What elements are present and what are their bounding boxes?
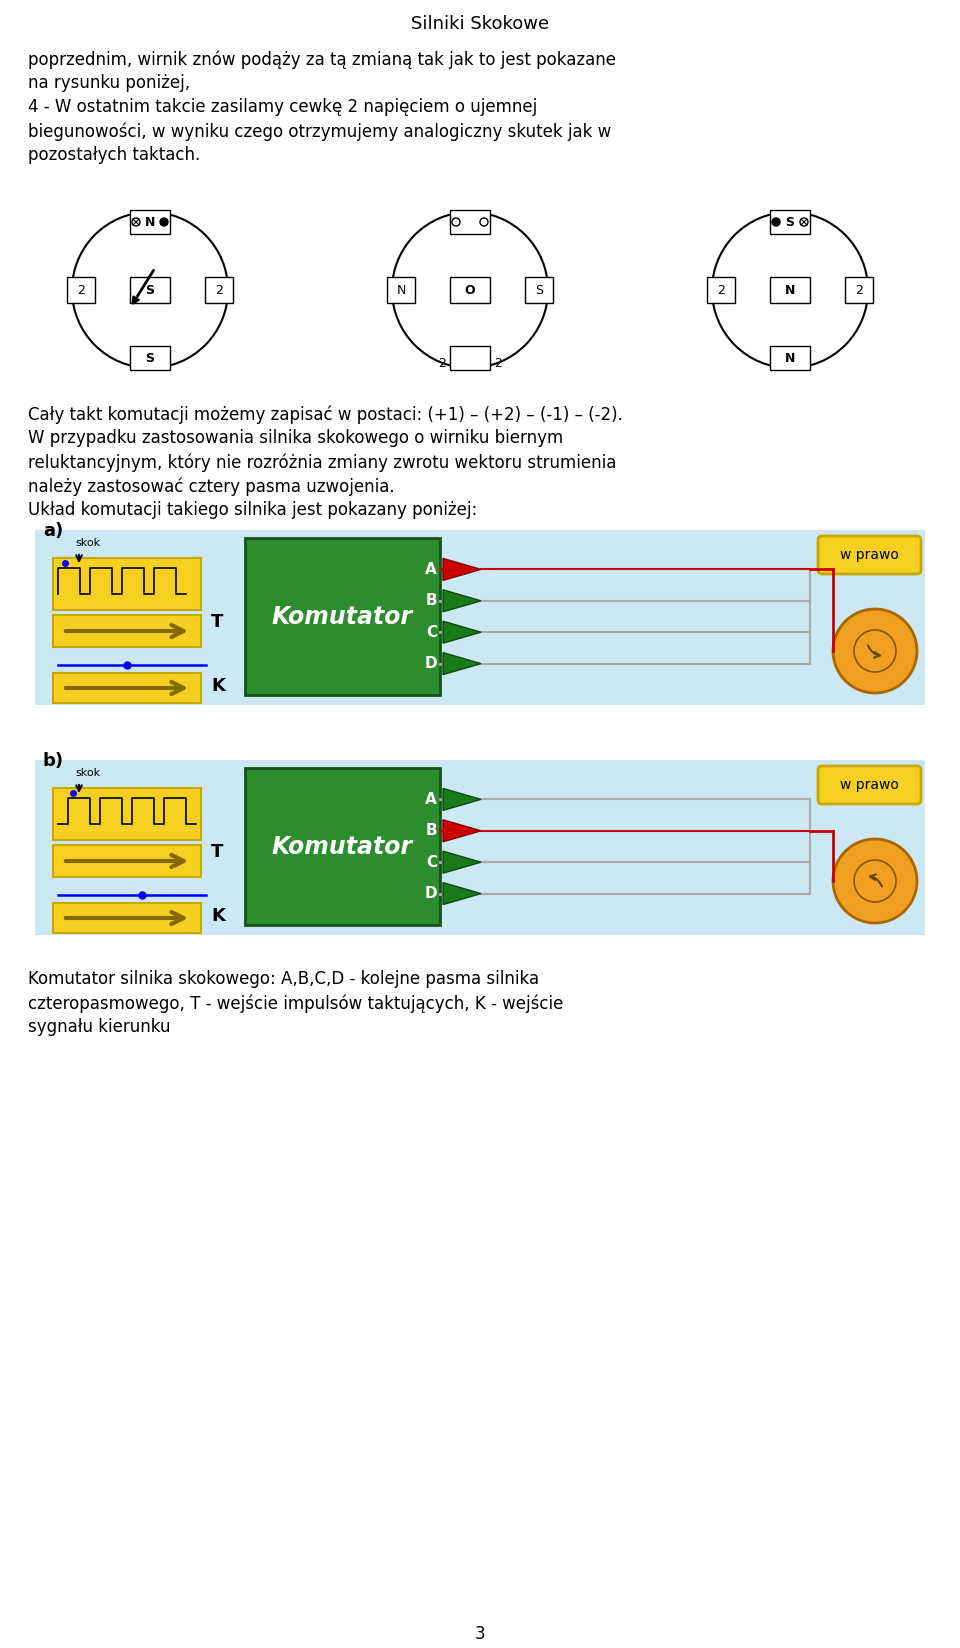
- Text: S: S: [785, 216, 795, 229]
- Text: skok: skok: [75, 537, 100, 549]
- Polygon shape: [443, 852, 481, 873]
- Text: C: C: [426, 625, 437, 639]
- Text: reluktancyjnym, który nie rozróżnia zmiany zwrotu wektoru strumienia: reluktancyjnym, który nie rozróżnia zmia…: [28, 453, 616, 471]
- Text: należy zastosować cztery pasma uzwojenia.: należy zastosować cztery pasma uzwojenia…: [28, 476, 395, 496]
- Text: Komutator: Komutator: [272, 834, 413, 859]
- Polygon shape: [443, 559, 481, 580]
- Bar: [130, 346, 170, 371]
- Text: O: O: [465, 283, 475, 297]
- Polygon shape: [443, 788, 481, 811]
- Polygon shape: [443, 653, 481, 674]
- Bar: [525, 277, 553, 303]
- Bar: [845, 277, 873, 303]
- Text: S: S: [535, 283, 543, 297]
- Text: skok: skok: [75, 768, 100, 778]
- Bar: [53, 788, 201, 840]
- Text: 3: 3: [474, 1625, 486, 1643]
- Text: 2: 2: [717, 283, 725, 297]
- Circle shape: [833, 610, 917, 694]
- Text: K: K: [211, 906, 225, 925]
- Polygon shape: [443, 819, 481, 842]
- Text: B: B: [425, 593, 437, 608]
- Circle shape: [132, 218, 140, 226]
- Bar: [130, 277, 170, 303]
- Circle shape: [772, 218, 780, 226]
- Text: D: D: [424, 887, 437, 901]
- Circle shape: [800, 218, 808, 226]
- Text: sygnału kierunku: sygnału kierunku: [28, 1018, 171, 1037]
- Text: 2: 2: [494, 356, 502, 369]
- Circle shape: [833, 839, 917, 923]
- Polygon shape: [443, 621, 481, 643]
- Text: 2: 2: [215, 283, 223, 297]
- Text: N: N: [396, 283, 406, 297]
- Bar: [53, 672, 201, 704]
- Bar: [770, 277, 810, 303]
- Circle shape: [480, 218, 488, 226]
- Bar: [53, 615, 201, 648]
- Text: B: B: [425, 824, 437, 839]
- Bar: [707, 277, 735, 303]
- Text: N: N: [785, 351, 795, 364]
- Text: N: N: [145, 216, 156, 229]
- Text: S: S: [146, 283, 155, 297]
- Bar: [53, 903, 201, 933]
- FancyBboxPatch shape: [818, 536, 921, 574]
- Text: T: T: [211, 613, 224, 631]
- Text: C: C: [426, 855, 437, 870]
- Circle shape: [160, 218, 168, 226]
- Text: biegunowości, w wyniku czego otrzymujemy analogiczny skutek jak w: biegunowości, w wyniku czego otrzymujemy…: [28, 122, 612, 140]
- Bar: [450, 277, 490, 303]
- Text: b): b): [43, 751, 64, 770]
- Text: w prawo: w prawo: [840, 549, 899, 562]
- Text: 2: 2: [438, 356, 446, 369]
- Text: 2: 2: [77, 283, 84, 297]
- Text: pozostałych taktach.: pozostałych taktach.: [28, 147, 201, 165]
- Bar: [130, 209, 170, 234]
- Bar: [205, 277, 233, 303]
- Bar: [67, 277, 95, 303]
- Bar: [245, 537, 440, 695]
- Text: T: T: [211, 844, 224, 860]
- Bar: [770, 346, 810, 371]
- Text: A: A: [425, 793, 437, 808]
- Bar: [35, 760, 925, 934]
- FancyBboxPatch shape: [818, 766, 921, 804]
- Text: K: K: [211, 677, 225, 695]
- Bar: [450, 209, 490, 234]
- Text: S: S: [146, 351, 155, 364]
- Text: Silniki Skokowe: Silniki Skokowe: [411, 15, 549, 33]
- Text: N: N: [785, 283, 795, 297]
- Bar: [387, 277, 415, 303]
- Bar: [770, 209, 810, 234]
- Circle shape: [452, 218, 460, 226]
- Text: A: A: [425, 562, 437, 577]
- Text: poprzednim, wirnik znów podąży za tą zmianą tak jak to jest pokazane: poprzednim, wirnik znów podąży za tą zmi…: [28, 49, 616, 69]
- Polygon shape: [443, 883, 481, 905]
- Text: Cały takt komutacji możemy zapisać w postaci: (+1) – (+2) – (-1) – (-2).: Cały takt komutacji możemy zapisać w pos…: [28, 405, 623, 424]
- Polygon shape: [443, 590, 481, 611]
- Bar: [53, 845, 201, 877]
- Text: Komutator: Komutator: [272, 605, 413, 628]
- Text: Układ komutacji takiego silnika jest pokazany poniżej:: Układ komutacji takiego silnika jest pok…: [28, 501, 477, 519]
- Text: w prawo: w prawo: [840, 778, 899, 793]
- Bar: [35, 531, 925, 705]
- Text: na rysunku poniżej,: na rysunku poniżej,: [28, 74, 190, 92]
- Bar: [450, 346, 490, 371]
- Text: Komutator silnika skokowego: A,B,C,D - kolejne pasma silnika: Komutator silnika skokowego: A,B,C,D - k…: [28, 971, 540, 989]
- Bar: [245, 768, 440, 925]
- Text: a): a): [43, 522, 63, 541]
- Text: czteropasmowego, T - wejście impulsów taktujących, K - wejście: czteropasmowego, T - wejście impulsów ta…: [28, 994, 564, 1012]
- Text: 2: 2: [855, 283, 863, 297]
- Text: D: D: [424, 656, 437, 671]
- Bar: [53, 559, 201, 610]
- Text: W przypadku zastosowania silnika skokowego o wirniku biernym: W przypadku zastosowania silnika skokowe…: [28, 428, 564, 447]
- Text: 4 - W ostatnim takcie zasilamy cewkę 2 napięciem o ujemnej: 4 - W ostatnim takcie zasilamy cewkę 2 n…: [28, 97, 538, 115]
